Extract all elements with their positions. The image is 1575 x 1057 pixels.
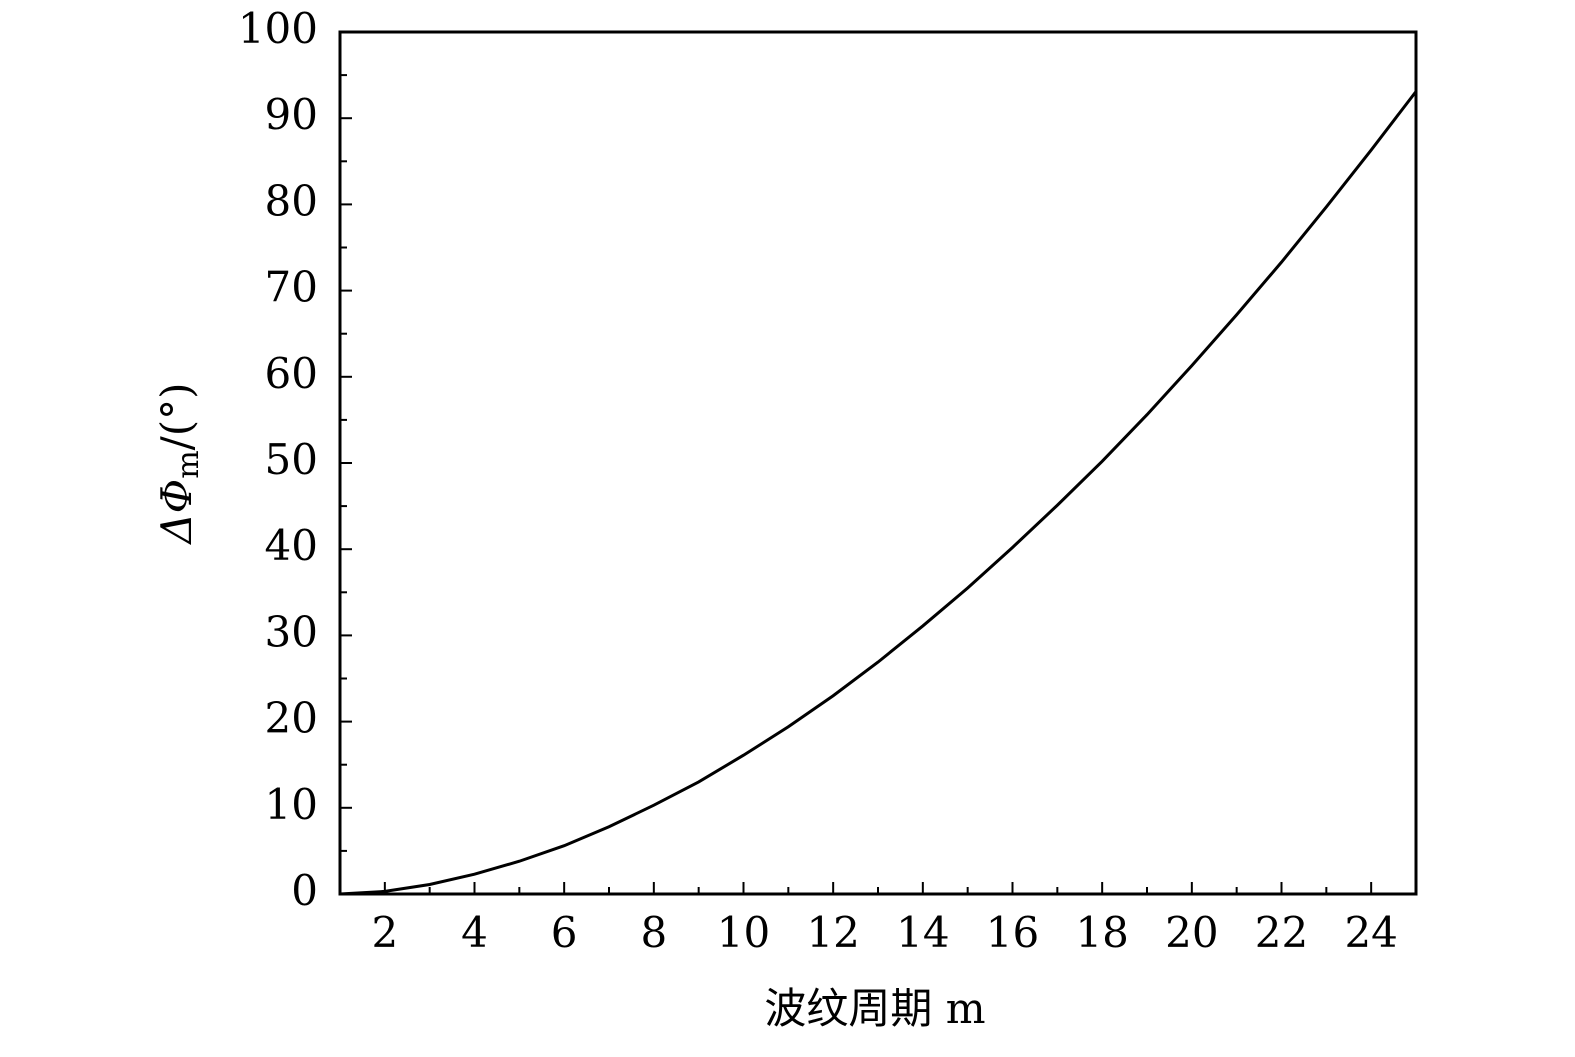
x-tick-label: 2 (371, 908, 398, 957)
x-tick-label: 16 (986, 908, 1039, 957)
y-tick-label: 70 (265, 263, 318, 312)
y-tick-label: 90 (265, 90, 318, 139)
y-label-sub: m (171, 450, 206, 478)
data-line (339, 90, 1418, 896)
y-axis-label: ΔΦm/(°) (152, 382, 206, 545)
y-tick-label: 30 (265, 607, 318, 656)
y-tick-label: 40 (265, 521, 318, 570)
y-label-unit: /(°) (152, 382, 201, 450)
y-tick-label: 100 (238, 4, 318, 53)
y-tick-label: 0 (291, 866, 318, 915)
x-tick-label: 4 (461, 908, 488, 957)
y-tick-label: 10 (265, 780, 318, 829)
x-tick-label: 22 (1255, 908, 1308, 957)
x-axis-label: 波纹周期 m (764, 984, 985, 1033)
y-tick-label: 50 (265, 435, 318, 484)
y-tick-label: 20 (265, 694, 318, 743)
plot-frame (338, 30, 1418, 896)
x-tick-label: 18 (1075, 908, 1128, 957)
x-tick-label: 12 (806, 908, 859, 957)
x-tick-label: 24 (1344, 908, 1397, 957)
x-tick-label: 14 (896, 908, 949, 957)
x-tick-label: 10 (717, 908, 770, 957)
y-label-main: ΔΦ (152, 479, 201, 546)
x-tick-label: 8 (640, 908, 667, 957)
y-tick-label: 60 (265, 349, 318, 398)
y-tick-label: 80 (265, 176, 318, 225)
x-tick-label: 6 (551, 908, 578, 957)
x-tick-label: 20 (1165, 908, 1218, 957)
